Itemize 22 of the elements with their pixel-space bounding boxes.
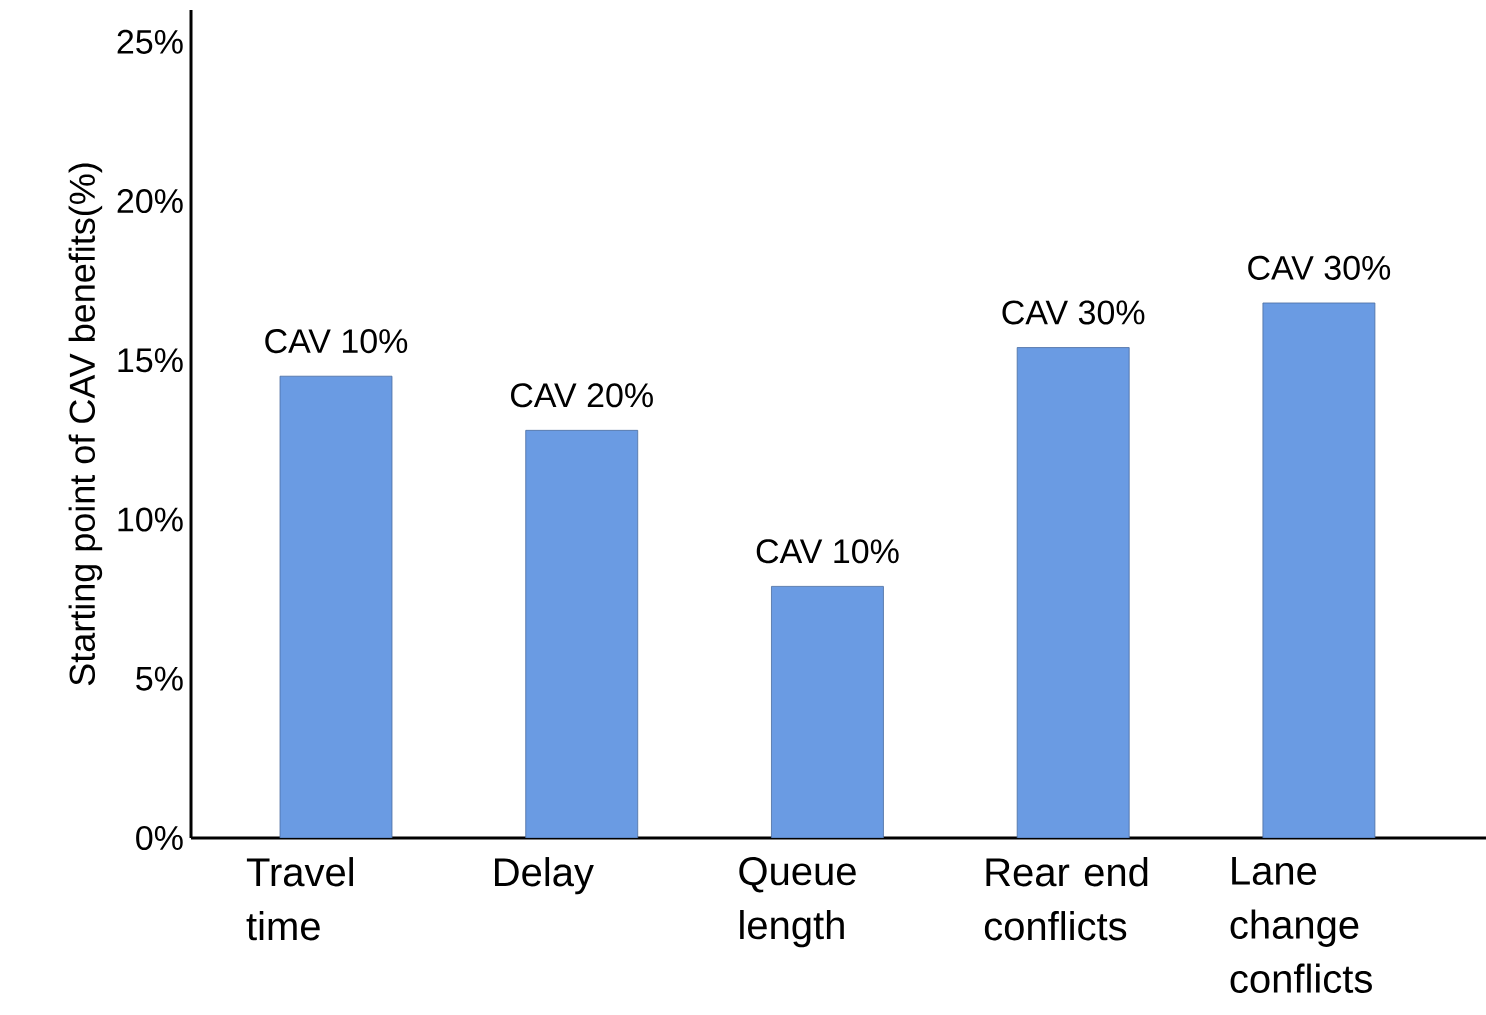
bar [1016,347,1130,838]
bar [525,429,639,838]
x-tick-label: Delay [495,857,594,895]
x-tick-label: Lane change conflicts [1230,857,1372,993]
x-tick-label: Queue length [739,857,856,948]
bar [279,375,393,838]
y-tick-label: 15% [118,348,183,373]
bar [771,586,884,838]
y-tick-label: 25% [117,29,183,54]
x-tick-label: Rear end conflicts [984,857,1148,941]
y-tick-label: 5% [136,666,183,691]
annotation: CAV 30% [1248,255,1391,280]
annotation: CAV 30% [1002,300,1145,325]
x-tick-label: Travel time [246,857,353,941]
annotation: CAV 10% [756,539,899,564]
y-tick-label: 20% [117,189,183,214]
bar [1262,302,1376,838]
y-tick-label: 0% [136,825,183,851]
annotation: CAV 10% [265,329,408,354]
annotation: CAV 20% [511,383,653,408]
y-axis-title: Starting point of CAV benefits(%) [68,163,103,686]
y-tick-label: 10% [118,507,183,532]
